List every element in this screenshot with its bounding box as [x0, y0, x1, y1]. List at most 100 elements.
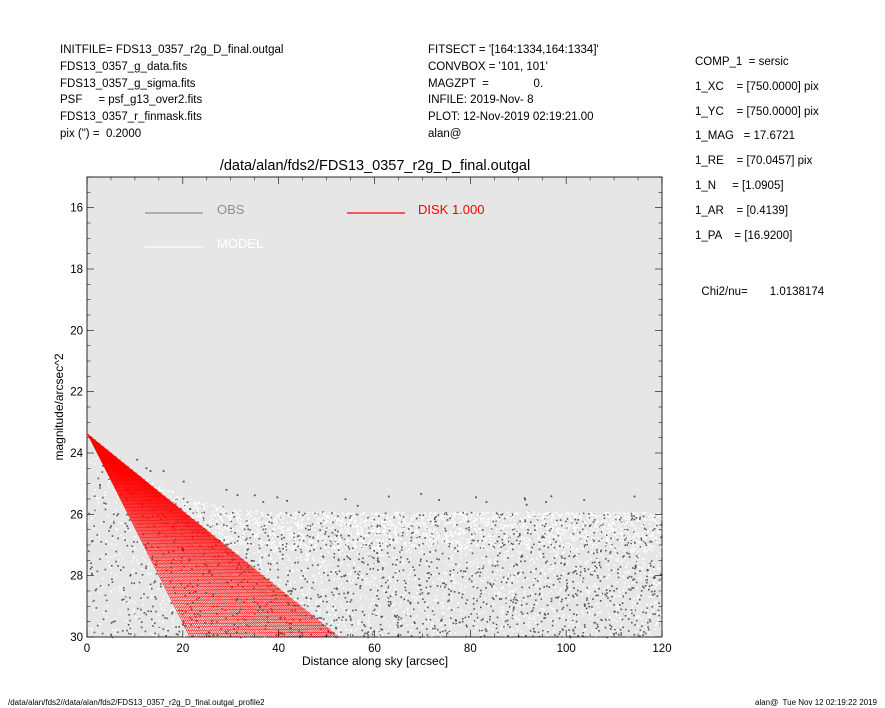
- obs-point: [332, 605, 335, 608]
- obs-point: [249, 525, 251, 528]
- obs-point: [479, 540, 481, 543]
- model-point: [538, 525, 541, 527]
- obs-point: [539, 592, 541, 595]
- model-point: [188, 512, 191, 515]
- obs-point: [136, 559, 138, 561]
- obs-point: [316, 622, 318, 625]
- obs-point: [354, 571, 356, 573]
- obs-point: [285, 583, 287, 586]
- obs-point: [169, 597, 171, 599]
- obs-point: [308, 588, 310, 591]
- obs-point: [121, 599, 123, 601]
- obs-point: [504, 534, 507, 537]
- obs-point: [241, 635, 244, 638]
- model-point: [453, 525, 456, 527]
- obs-point: [130, 546, 132, 549]
- model-point: [429, 537, 431, 540]
- model-point: [361, 533, 364, 535]
- obs-point: [634, 624, 636, 626]
- model-point: [465, 514, 467, 517]
- obs-point: [575, 567, 577, 570]
- model-point: [418, 535, 421, 538]
- obs-point: [469, 565, 472, 568]
- obs-point: [259, 557, 262, 560]
- obs-point: [605, 600, 608, 603]
- obs-point: [373, 518, 376, 521]
- obs-point: [338, 616, 340, 619]
- obs-point: [334, 598, 337, 601]
- obs-point: [622, 590, 625, 592]
- obs-point: [174, 592, 176, 594]
- model-point: [515, 526, 517, 528]
- obs-point: [509, 585, 511, 587]
- model-point: [569, 517, 571, 520]
- obs-point: [157, 572, 160, 574]
- obs-point: [363, 537, 365, 540]
- obs-point: [655, 605, 658, 608]
- obs-point: [240, 573, 242, 575]
- obs-point: [182, 584, 185, 586]
- obs-point: [432, 627, 434, 630]
- obs-point: [634, 528, 637, 530]
- obs-point: [485, 603, 488, 605]
- obs-point: [622, 600, 625, 603]
- obs-point: [340, 631, 342, 633]
- model-point: [517, 535, 520, 538]
- obs-point: [255, 510, 257, 513]
- obs-point: [407, 582, 409, 584]
- obs-point: [613, 604, 615, 606]
- obs-point: [623, 549, 625, 552]
- obs-point: [267, 569, 270, 571]
- obs-point: [224, 536, 226, 539]
- model-point: [590, 527, 592, 530]
- obs-point: [414, 530, 416, 532]
- obs-point: [413, 621, 416, 623]
- obs-point: [379, 525, 381, 527]
- obs-point: [220, 624, 222, 626]
- obs-point: [300, 601, 302, 604]
- obs-point: [422, 543, 424, 545]
- model-point: [157, 490, 160, 493]
- model-point: [376, 531, 378, 533]
- obs-point: [435, 599, 437, 601]
- obs-point: [331, 532, 334, 534]
- obs-point: [112, 537, 114, 540]
- obs-point: [320, 561, 323, 564]
- obs-point: [510, 590, 513, 592]
- obs-point: [538, 635, 541, 638]
- model-point: [290, 533, 293, 535]
- obs-point: [151, 555, 154, 558]
- obs-point: [415, 547, 417, 550]
- obs-point: [430, 544, 433, 546]
- obs-point: [546, 560, 548, 563]
- model-point: [654, 518, 656, 520]
- model-point: [436, 531, 438, 534]
- obs-point: [180, 578, 182, 580]
- obs-point: [539, 578, 541, 581]
- obs-point: [575, 620, 578, 623]
- obs-point: [495, 627, 498, 630]
- obs-point: [472, 585, 475, 588]
- obs-point: [460, 570, 462, 572]
- model-point: [191, 513, 193, 515]
- obs-point: [145, 565, 148, 568]
- obs-point: [377, 528, 379, 530]
- obs-point: [550, 514, 552, 516]
- obs-point: [436, 589, 439, 592]
- obs-point: [366, 573, 368, 575]
- obs-point: [519, 619, 521, 622]
- obs-point: [654, 573, 656, 576]
- obs-point: [639, 595, 641, 598]
- obs-point: [101, 554, 103, 557]
- obs-point: [569, 583, 571, 585]
- obs-point: [361, 546, 363, 549]
- obs-point: [564, 579, 566, 581]
- obs-point: [535, 622, 537, 624]
- obs-point: [578, 622, 580, 625]
- obs-point: [335, 627, 337, 630]
- obs-point: [378, 540, 381, 543]
- obs-point: [572, 619, 574, 622]
- obs-point: [589, 573, 592, 576]
- obs-point: [418, 584, 420, 586]
- obs-point: [246, 549, 249, 551]
